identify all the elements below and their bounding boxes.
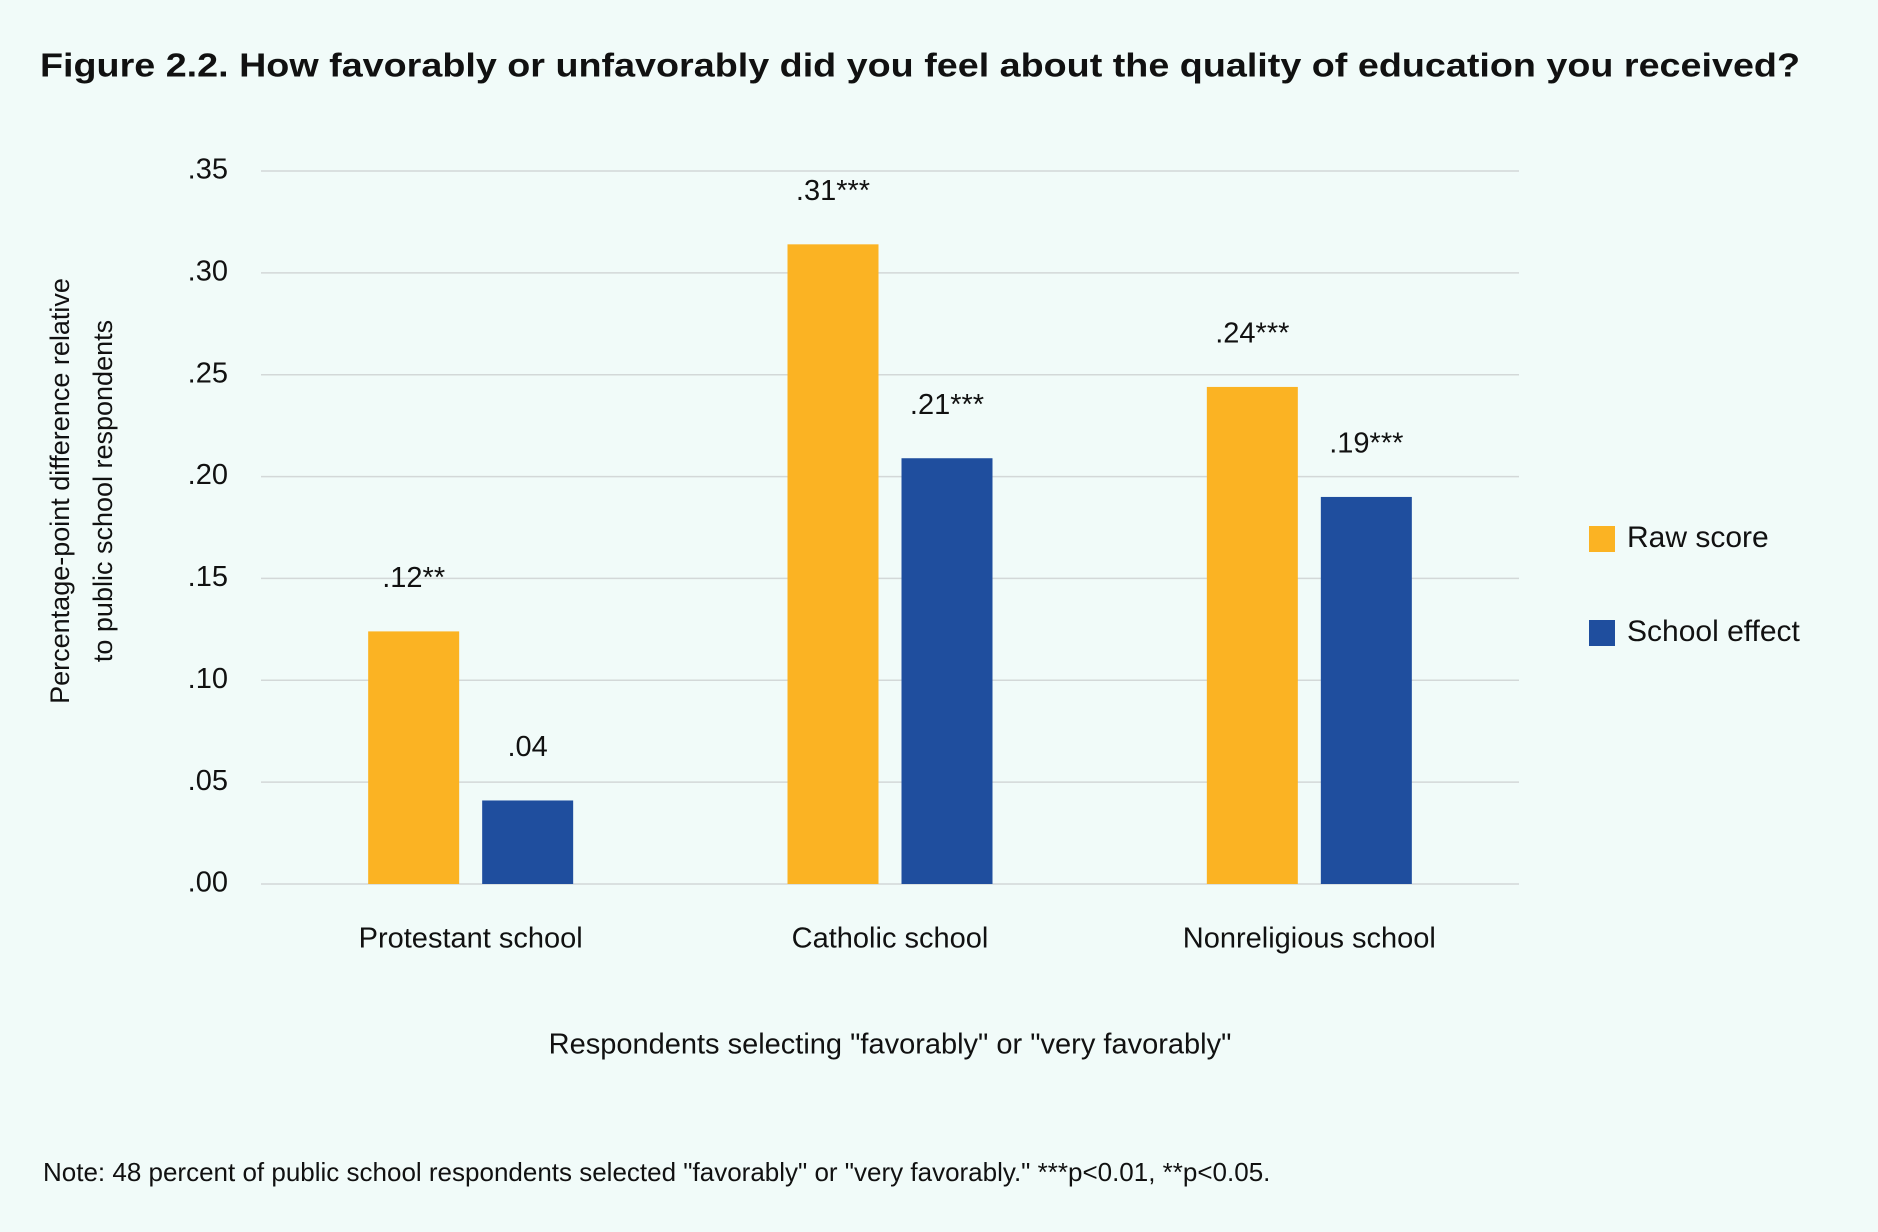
y-axis-title: Percentage-point difference relative bbox=[45, 278, 75, 704]
bar bbox=[1320, 496, 1412, 884]
bar bbox=[482, 800, 574, 884]
value-label: .21*** bbox=[910, 389, 984, 421]
x-tick-label: Protestant school bbox=[359, 923, 583, 955]
legend-swatch bbox=[1589, 620, 1615, 646]
legend-label: Raw score bbox=[1627, 521, 1769, 554]
bar bbox=[1206, 386, 1298, 884]
value-label: .04 bbox=[508, 731, 548, 763]
y-tick-label: .30 bbox=[188, 256, 228, 288]
value-label: .24*** bbox=[1215, 318, 1289, 350]
note: Note: 48 percent of public school respon… bbox=[43, 1157, 1270, 1187]
y-axis-title: to public school respondents bbox=[88, 320, 118, 662]
x-tick-label: Catholic school bbox=[792, 923, 989, 955]
y-tick-label: .10 bbox=[188, 663, 228, 695]
y-tick-label: .15 bbox=[188, 561, 228, 593]
x-tick-label: Nonreligious school bbox=[1183, 923, 1436, 955]
value-label: .12** bbox=[382, 562, 445, 594]
legend-label: School effect bbox=[1627, 615, 1801, 648]
value-label: .31*** bbox=[796, 175, 870, 207]
bar bbox=[787, 244, 879, 884]
y-tick-label: .25 bbox=[188, 357, 228, 389]
bar bbox=[368, 631, 460, 884]
value-label: .19*** bbox=[1329, 428, 1403, 460]
y-tick-label: .20 bbox=[188, 459, 228, 491]
x-axis-title: Respondents selecting "favorably" or "ve… bbox=[549, 1029, 1232, 1061]
y-tick-label: .00 bbox=[188, 867, 228, 899]
bar bbox=[901, 458, 993, 884]
chart-title: Figure 2.2. How favorably or unfavorably… bbox=[40, 47, 1800, 84]
legend-swatch bbox=[1589, 526, 1615, 552]
y-tick-label: .35 bbox=[188, 154, 228, 186]
y-tick-label: .05 bbox=[188, 765, 228, 797]
